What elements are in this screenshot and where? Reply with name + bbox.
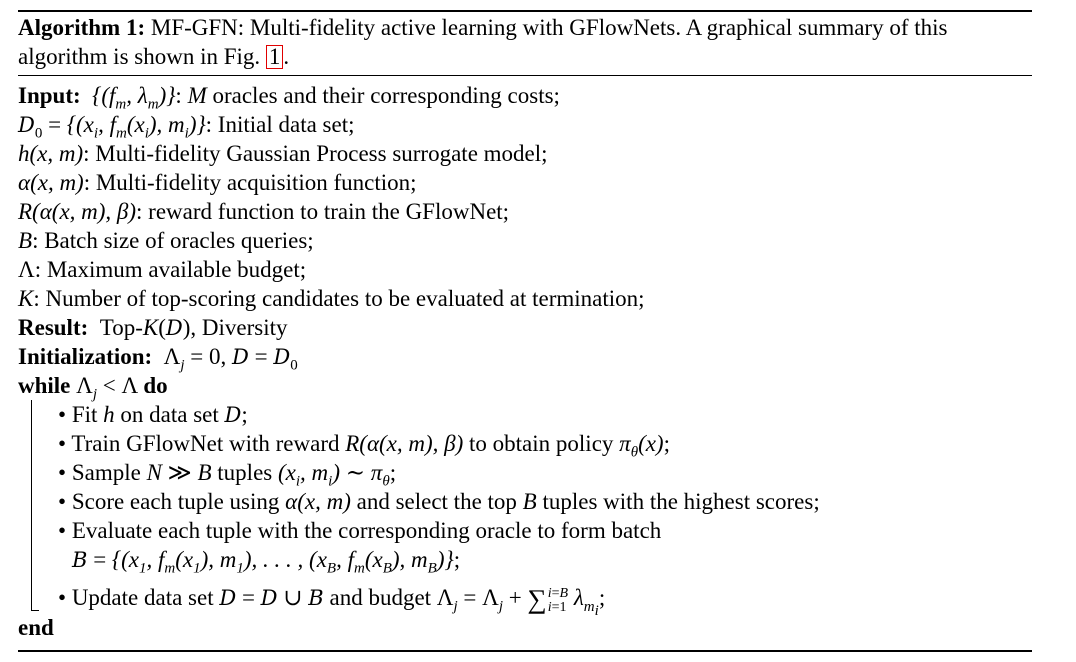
step-fit: • Fit h on data set D; <box>58 402 248 427</box>
while-line: while Λj < Λ do <box>18 373 168 403</box>
loop-body-bar <box>31 400 32 611</box>
input-line-budget: Λ: Maximum available budget; <box>18 257 307 282</box>
figure-reference-link[interactable]: 1 <box>265 45 284 69</box>
end-line: end <box>18 615 54 640</box>
top-rule <box>18 10 1032 12</box>
step-score: • Score each tuple using α(x, m) and sel… <box>58 489 820 514</box>
caption-rule <box>18 75 1032 76</box>
step-evaluate-batch: B = {(x1, fm(x1), m1), . . . , (xB, fm(x… <box>72 547 461 577</box>
step-train: • Train GFlowNet with reward R(α(x, m), … <box>58 431 670 461</box>
result-keyword: Result: <box>18 315 89 340</box>
algorithm-label: Algorithm 1: <box>18 15 146 40</box>
step-update: • Update data set D = D ∪ B and budget Λ… <box>58 584 606 619</box>
input-line-acquisition: α(x, m): Multi-fidelity acquisition func… <box>18 170 417 195</box>
caption-text: MF-GFN: Multi-fidelity active learning w… <box>18 15 948 69</box>
input-line-topk: K: Number of top-scoring candidates to b… <box>18 286 645 311</box>
loop-body-bar-end <box>31 610 39 611</box>
result-line: Result: Top-K(D), Diversity <box>18 315 288 340</box>
input-line-surrogate: h(x, m): Multi-fidelity Gaussian Process… <box>18 141 548 166</box>
input-line-batch: B: Batch size of oracles queries; <box>18 228 314 253</box>
input-line-reward: R(α(x, m), β): reward function to train … <box>18 199 510 224</box>
bottom-rule <box>18 650 1032 652</box>
input-line-dataset: D0 = {(xi, fm(xi), mi)}: Initial data se… <box>18 112 355 142</box>
initialization-line: Initialization: Λj = 0, D = D0 <box>18 344 298 374</box>
algorithm-caption: Algorithm 1: MF-GFN: Multi-fidelity acti… <box>18 15 948 69</box>
step-evaluate: • Evaluate each tuple with the correspon… <box>58 518 662 543</box>
input-keyword: Input: <box>18 83 81 108</box>
input-line-oracles: Input: {(fm, λm)}: M oracles and their c… <box>18 83 560 113</box>
initialization-keyword: Initialization: <box>18 344 153 369</box>
step-sample: • Sample N ≫ B tuples (xi, mi) ∼ πθ; <box>58 460 397 490</box>
